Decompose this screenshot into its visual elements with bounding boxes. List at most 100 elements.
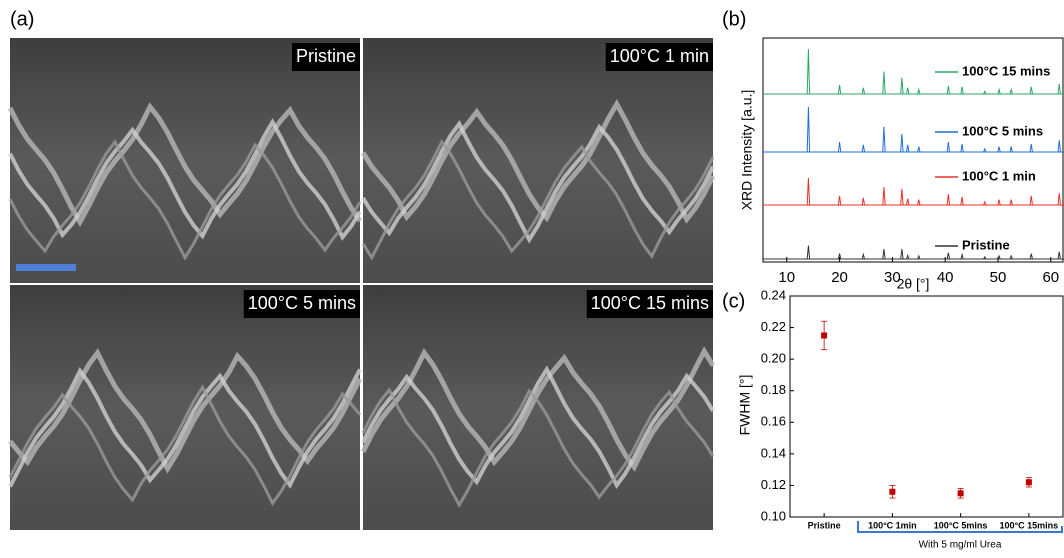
xrd-peak xyxy=(997,199,1001,206)
xrd-peak xyxy=(983,200,987,206)
plot-frame xyxy=(789,295,1064,518)
xrd-peak xyxy=(906,253,910,260)
xrd-peak xyxy=(917,146,921,153)
xrd-peak xyxy=(837,142,842,153)
sem-ridge xyxy=(7,102,363,228)
sem-label: 100°C 15 mins xyxy=(591,293,709,313)
data-point xyxy=(1025,479,1032,486)
y-tick-label: 0.10 xyxy=(761,508,786,523)
plot-area xyxy=(763,48,1064,260)
sem-ridge xyxy=(361,120,715,244)
panel-label: (b) xyxy=(722,8,746,30)
bracket xyxy=(857,521,1063,533)
xrd-peak xyxy=(1057,251,1061,260)
xrd-peak xyxy=(806,177,811,206)
panel-label: (c) xyxy=(722,290,745,312)
panel-label: (a) xyxy=(10,8,34,30)
xrd-peak xyxy=(1009,199,1013,206)
xrd-peak xyxy=(946,142,951,153)
y-tick-label: 0.12 xyxy=(761,477,786,492)
sem-label: Pristine xyxy=(296,46,356,66)
xrd-peak xyxy=(806,106,811,153)
legend-label: 100°C 15 mins xyxy=(962,63,1050,78)
y-axis-label: FWHM [°] xyxy=(737,375,753,436)
sem-ridge xyxy=(360,346,716,472)
sem-label: 100°C 1 min xyxy=(610,46,709,66)
xrd-peak xyxy=(837,84,842,95)
xrd-peak xyxy=(837,253,842,260)
xrd-peak xyxy=(997,146,1001,153)
xrd-peak xyxy=(946,194,951,206)
xrd-peak xyxy=(983,90,987,95)
xrd-peak xyxy=(861,87,866,95)
label-box xyxy=(243,290,360,318)
xrd-peak xyxy=(905,144,910,153)
sem-label: 100°C 5 mins xyxy=(248,293,356,313)
xrd-peak xyxy=(861,252,866,260)
label-box xyxy=(605,43,713,71)
xrd-peak xyxy=(960,196,964,206)
y-tick-label: 0.18 xyxy=(761,382,786,397)
data-point xyxy=(889,488,896,495)
sem-ridge xyxy=(8,366,362,489)
x-tick-label: 50 xyxy=(990,269,1007,286)
x-axis-label: 2θ [°] xyxy=(897,276,930,292)
x-tick-label: 30 xyxy=(884,269,901,286)
y-tick-label: 0.16 xyxy=(761,414,786,429)
xrd-peak xyxy=(997,87,1001,95)
y-tick-label: 0.20 xyxy=(761,351,786,366)
xrd-peak xyxy=(1009,254,1013,260)
xrd-peak xyxy=(917,199,921,206)
xrd-peak xyxy=(960,86,964,95)
xrd-peak xyxy=(900,133,904,153)
xrd-peak xyxy=(882,126,886,153)
x-tick-label: 100°C 5mins xyxy=(934,520,988,530)
xrd-peak xyxy=(983,147,987,153)
xrd-peak xyxy=(882,186,886,206)
y-axis-label: XRD Intensity [a.u.] xyxy=(739,90,755,211)
sem-ridge xyxy=(360,98,716,224)
xrd-peak xyxy=(900,188,904,206)
xrd-peak xyxy=(806,48,811,95)
label-box xyxy=(291,43,360,71)
xrd-peak xyxy=(946,252,951,260)
xrd-peak xyxy=(1009,146,1013,153)
xrd-peak xyxy=(917,87,921,95)
xrd-peak xyxy=(861,144,866,153)
x-tick-label: 20 xyxy=(831,269,848,286)
xrd-peak xyxy=(1057,193,1061,206)
xrd-peak xyxy=(1029,143,1033,153)
legend-label: 100°C 5 mins xyxy=(962,123,1043,138)
data-point xyxy=(957,490,964,497)
label-box xyxy=(586,290,713,318)
sem-ridge xyxy=(361,138,715,261)
xrd-peak xyxy=(900,77,904,95)
xrd-peak xyxy=(861,197,866,206)
sem-ridge xyxy=(361,365,715,490)
sem-ridge xyxy=(8,138,362,261)
data-point xyxy=(821,332,828,339)
legend-label: Pristine xyxy=(962,237,1010,252)
xrd-peak xyxy=(1057,84,1061,95)
xrd-peak xyxy=(900,249,904,260)
sem-ridge xyxy=(8,117,362,241)
xrd-peak xyxy=(806,245,811,260)
y-tick-label: 0.22 xyxy=(761,319,786,334)
xrd-peak xyxy=(1057,140,1061,153)
xrd-peak xyxy=(837,195,842,206)
scale-bar xyxy=(16,264,76,271)
xrd-peak xyxy=(882,249,886,260)
x-tick-label: 100°C 1min xyxy=(868,520,917,530)
sem-image xyxy=(363,38,713,283)
xrd-peak xyxy=(983,255,987,260)
xrd-peak xyxy=(1029,86,1033,95)
xrd-peak xyxy=(1029,195,1033,206)
legend-label: 100°C 1 min xyxy=(962,168,1036,183)
y-tick-label: 0.14 xyxy=(761,445,786,460)
xrd-peak xyxy=(882,71,886,95)
xrd-peak xyxy=(906,87,910,95)
x-tick-label: Pristine xyxy=(808,520,841,530)
xrd-peak xyxy=(906,198,910,206)
sem-image xyxy=(363,285,713,530)
